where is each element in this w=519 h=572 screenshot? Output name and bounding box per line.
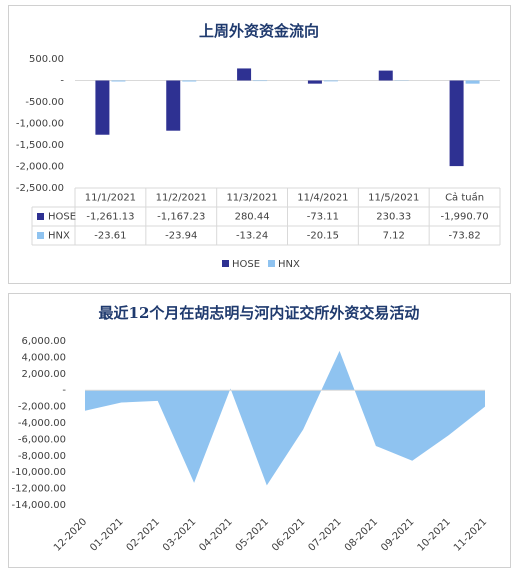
y-tick-label: -1,500.00 (16, 140, 64, 151)
y-tick-label: -10,000.00 (11, 467, 66, 478)
y-tick-label: -14,000.00 (11, 500, 66, 511)
category-label: 11/2/2021 (156, 193, 207, 204)
legend-swatch (268, 260, 275, 267)
category-label: 11/3/2021 (226, 193, 277, 204)
area (85, 350, 485, 486)
y-tick-label: 2,000.00 (21, 369, 66, 380)
bar (465, 80, 480, 84)
legend-swatch (222, 260, 229, 267)
table-value: -73.82 (448, 231, 480, 242)
chart-frame (8, 5, 511, 284)
legend-label: HNX (278, 259, 300, 270)
bar (95, 80, 110, 135)
table-value: -23.94 (165, 231, 197, 242)
category-label: 11/5/2021 (368, 193, 419, 204)
table-value: 230.33 (376, 212, 411, 223)
bar (111, 80, 126, 82)
legend-label: HOSE (232, 259, 260, 270)
category-label: Cả tuần (445, 192, 484, 204)
table-value: -1,167.23 (157, 212, 205, 223)
y-tick-label: -8,000.00 (18, 451, 66, 462)
category-label: 11/1/2021 (85, 193, 136, 204)
bar (182, 80, 197, 82)
chart-title: 上周外资资金流向 (199, 22, 319, 40)
legend-swatch (37, 213, 44, 220)
y-tick-label: -2,500.00 (16, 183, 64, 194)
y-tick-label: - (62, 385, 66, 396)
y-tick-label: 500.00 (29, 54, 64, 65)
bar (253, 80, 268, 82)
table-value: -73.11 (307, 212, 339, 223)
table-value: -1,990.70 (441, 212, 489, 223)
bar (237, 68, 252, 81)
y-tick-label: 6,000.00 (21, 336, 66, 347)
y-tick-label: -1,000.00 (16, 119, 64, 130)
y-tick-label: -12,000.00 (11, 484, 66, 495)
y-tick-label: -2,000.00 (16, 162, 64, 173)
table-value: -1,261.13 (86, 212, 134, 223)
bar (166, 80, 181, 131)
y-tick-label: -6,000.00 (18, 434, 66, 445)
bar (323, 80, 338, 82)
chart-title: 最近12个月在胡志明与河内证交所外资交易活动 (99, 304, 420, 322)
bar (449, 80, 464, 167)
y-tick-label: -500.00 (25, 97, 64, 108)
y-tick-label: 4,000.00 (21, 352, 66, 363)
row-label: HOSE (48, 212, 76, 223)
table-value: -23.61 (94, 231, 126, 242)
category-label: 11/4/2021 (297, 193, 348, 204)
row-label: HNX (48, 231, 70, 242)
table-value: -13.24 (236, 231, 268, 242)
table-value: 7.12 (383, 231, 405, 242)
y-tick-label: - (60, 76, 64, 87)
table-value: -20.15 (307, 231, 339, 242)
table-value: 280.44 (235, 212, 270, 223)
y-tick-label: -4,000.00 (18, 418, 66, 429)
y-tick-label: -2,000.00 (18, 402, 66, 413)
bar (378, 70, 393, 81)
bar (307, 80, 322, 84)
legend-swatch (37, 232, 44, 239)
